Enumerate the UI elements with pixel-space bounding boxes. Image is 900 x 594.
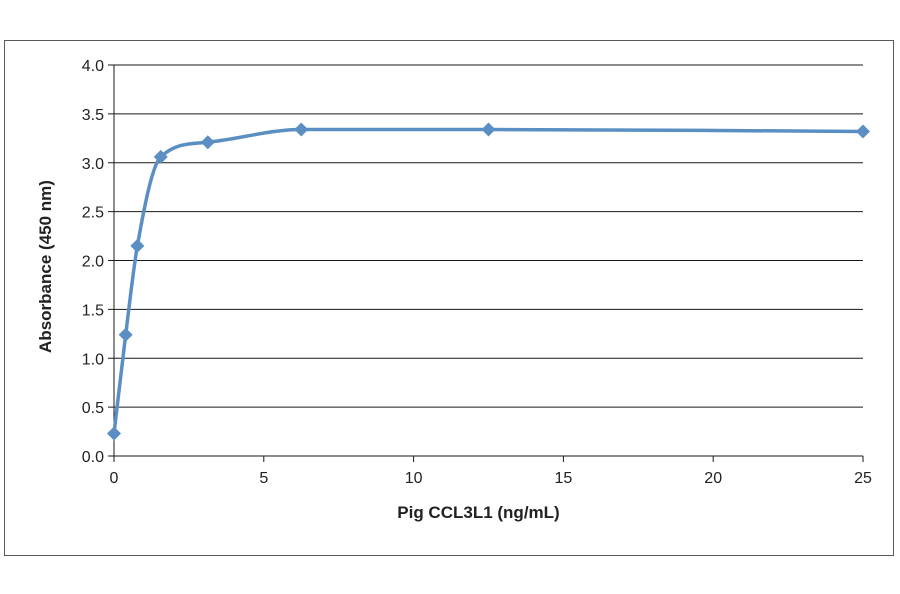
x-tick-label-1: 5 xyxy=(259,470,268,487)
y-tick-label-2: 1.0 xyxy=(82,351,104,368)
x-tick-label-2: 10 xyxy=(405,470,423,487)
x-tick-label-0: 0 xyxy=(110,470,119,487)
y-tick-label-6: 3.0 xyxy=(82,156,104,173)
data-point-3 xyxy=(153,149,168,164)
x-axis-title: Pig CCL3L1 (ng/mL) xyxy=(397,503,559,522)
x-tick-label-4: 20 xyxy=(704,470,722,487)
y-tick-label-8: 4.0 xyxy=(82,58,104,75)
gridlines xyxy=(114,64,863,408)
data-point-1 xyxy=(118,327,133,342)
series-layer xyxy=(107,122,870,441)
x-axis-ticks: 0 5 10 15 20 25 xyxy=(110,456,872,487)
y-tick-label-7: 3.5 xyxy=(82,107,104,124)
x-tick-label-3: 15 xyxy=(555,470,573,487)
data-point-0 xyxy=(107,426,121,441)
chart-frame: 0.0 0.5 1.0 1.5 2.0 2.5 3.0 3.5 4.0 0 5 10 15 20 25 P… xyxy=(4,40,894,556)
series-0-line xyxy=(112,127,865,436)
y-tick-label-5: 2.5 xyxy=(82,205,104,222)
y-axis-title: Absorbance (450 nm) xyxy=(36,180,55,353)
line-chart: 0.0 0.5 1.0 1.5 2.0 2.5 3.0 3.5 4.0 0 5 10 15 20 25 P… xyxy=(36,58,872,522)
data-point-2 xyxy=(130,238,145,253)
y-tick-label-0: 0.0 xyxy=(82,449,104,466)
y-axis-ticks: 0.0 0.5 1.0 1.5 2.0 2.5 3.0 3.5 4.0 xyxy=(82,58,114,466)
data-point-4 xyxy=(200,135,215,150)
y-tick-label-3: 1.5 xyxy=(82,302,104,319)
data-point-5 xyxy=(294,122,309,137)
y-tick-label-1: 0.5 xyxy=(82,400,104,417)
x-tick-label-5: 25 xyxy=(854,470,872,487)
y-tick-label-4: 2.0 xyxy=(82,254,104,271)
data-point-6 xyxy=(481,122,496,137)
data-point-7 xyxy=(856,124,870,139)
